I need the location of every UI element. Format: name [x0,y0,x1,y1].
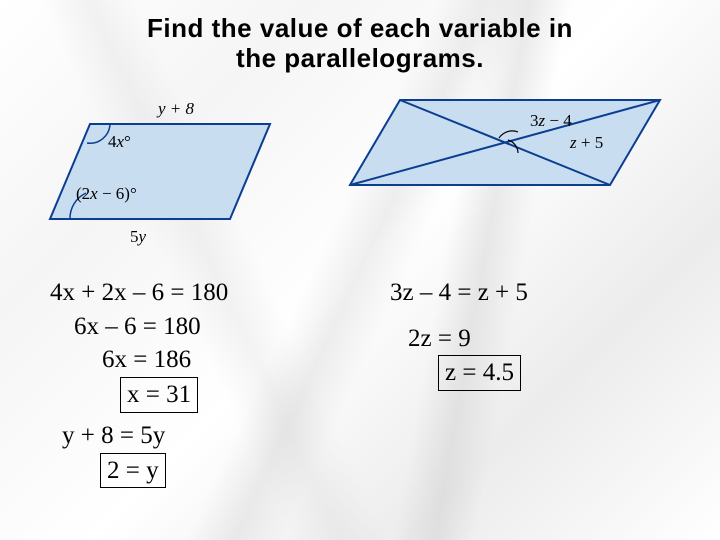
solution-right: 3z – 4 = z + 5 2z = 9 z = 4.5 [390,276,528,489]
right-step-3: z = 4.5 [390,355,528,391]
svg-text:(2x − 6)°: (2x − 6)° [76,184,137,203]
figures-row: y + 8 4x° (2x − 6)° 5y 3z − 4 z + 5 [40,84,680,254]
svg-text:3z − 4: 3z − 4 [530,111,572,130]
left-answer-y: 2 = y [100,453,166,489]
figure-parallelogram-angles: y + 8 4x° (2x − 6)° 5y [40,84,300,254]
left-answer-x: x = 31 [120,377,198,413]
figure-parallelogram-diagonals: 3z − 4 z + 5 [340,90,680,220]
left-step-3: 6x = 186 [50,343,310,377]
left-step-6: 2 = y [50,453,310,489]
left-step-1: 4x + 2x – 6 = 180 [50,276,310,310]
svg-text:5y: 5y [130,227,147,246]
right-step-1: 3z – 4 = z + 5 [390,276,528,310]
right-step-2: 2z = 9 [390,322,528,356]
left-step-5: y + 8 = 5y [50,419,310,453]
title-line-2: the parallelograms. [236,43,484,73]
solutions-row: 4x + 2x – 6 = 180 6x – 6 = 180 6x = 186 … [40,276,680,489]
svg-text:4x°: 4x° [108,132,131,151]
svg-text:z + 5: z + 5 [569,133,603,152]
page-title: Find the value of each variable in the p… [40,14,680,74]
solution-left: 4x + 2x – 6 = 180 6x – 6 = 180 6x = 186 … [50,276,310,489]
title-line-1: Find the value of each variable in [147,13,573,43]
left-step-4: x = 31 [50,377,310,413]
right-answer-z: z = 4.5 [438,355,521,391]
fig1-top-label: y + 8 [156,99,195,118]
left-step-2: 6x – 6 = 180 [50,310,310,344]
